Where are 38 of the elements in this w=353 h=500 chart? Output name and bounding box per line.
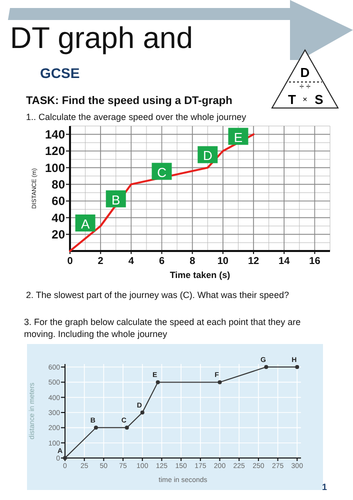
point: [94, 426, 98, 430]
annotation: D: [202, 148, 212, 164]
x-tick-label: 4: [128, 256, 134, 267]
x-tick-label: 8: [190, 256, 196, 267]
annotation: A: [80, 216, 90, 232]
x-tick-label: 0: [67, 256, 74, 267]
y-tick-label: 100: [44, 160, 66, 175]
x-tick-label: 2: [98, 256, 104, 267]
x-axis-title: Time taken (s): [170, 270, 230, 280]
x-tick-label: 16: [309, 256, 321, 267]
point: [124, 426, 129, 430]
chart-subtitle: GCSE: [40, 65, 80, 81]
text: TASK: Find the speed using a DT-graph: [26, 95, 233, 107]
y-tick-label: 60: [52, 194, 66, 208]
annotation: E: [234, 130, 243, 145]
point: [295, 365, 300, 370]
text: 1: [322, 482, 328, 492]
annotation: C: [157, 164, 166, 180]
point: [218, 380, 222, 384]
x-tick-label: 10: [217, 256, 229, 267]
chart-title: 3. For the graph below calculate the speed at each point that they are moving. Including the whole journey: [24, 316, 302, 340]
annotation: B: [112, 192, 120, 208]
y-tick-label: 120: [44, 144, 66, 158]
point: [140, 410, 144, 415]
text: 1.. Calculate the average speed over the whole journey: [26, 112, 247, 122]
chart-title: DT graph and: [10, 22, 193, 55]
y-tick-label: 40: [52, 210, 66, 225]
x-tick-label: 6: [158, 256, 165, 267]
y-tick-label: 140: [44, 128, 66, 142]
point: [156, 380, 160, 384]
y-tick-label: 80: [52, 178, 66, 192]
formula-triangle-icon: D ÷ ÷ T × S: [271, 48, 339, 108]
point: [264, 365, 268, 370]
x-tick-label: 14: [278, 256, 290, 267]
y-tick-label: 20: [52, 228, 66, 242]
text: 2. The slowest part of the journey was (C). What was their speed?: [26, 290, 289, 300]
line-series: [69, 133, 255, 252]
x-tick-label: 12: [248, 256, 260, 267]
